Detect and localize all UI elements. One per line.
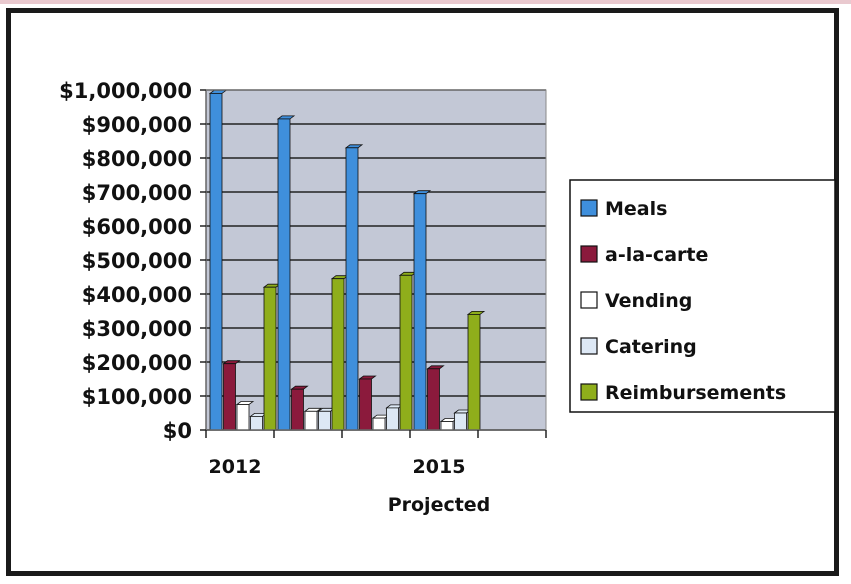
legend-entry: Reimbursements: [605, 382, 786, 404]
y-tick-label: $200,000: [82, 351, 192, 375]
bar-a-la-carte: [291, 388, 304, 431]
y-tick-label: $900,000: [82, 113, 192, 137]
x-tick-label: 2015: [413, 456, 466, 478]
legend-box: [569, 179, 836, 413]
bar-a-la-carte: [223, 363, 236, 431]
bar-reimbursements: [331, 278, 345, 431]
legend-entry: Meals: [605, 198, 667, 220]
x-axis-ticks: 2012 2015: [209, 456, 466, 478]
legend-entry: a-la-carte: [605, 244, 708, 266]
bar-meals: [209, 93, 223, 431]
y-tick-label: $100,000: [82, 385, 192, 409]
legend-swatch: [580, 245, 598, 263]
bar-catering: [250, 415, 263, 431]
y-tick-label: $400,000: [82, 283, 192, 307]
bar-reimbursements: [467, 313, 481, 431]
legend-entry: Catering: [605, 336, 697, 358]
y-tick-label: $800,000: [82, 147, 192, 171]
bar-vending: [372, 417, 386, 431]
y-tick-label: $600,000: [82, 215, 192, 239]
top-accent-strip: [0, 0, 851, 4]
y-tick-label: $500,000: [82, 249, 192, 273]
bar-meals: [345, 147, 359, 431]
legend-entry: Vending: [605, 290, 692, 312]
axes: [200, 89, 547, 438]
legend-swatch: [580, 291, 598, 309]
legend-swatch: [580, 337, 598, 355]
bar-reimbursements: [263, 286, 277, 431]
y-axis-ticks: $0 $100,000 $200,000 $300,000 $400,000 $500,0…: [59, 79, 192, 443]
legend-swatch: [580, 383, 598, 401]
y-tick-label: $300,000: [82, 317, 192, 341]
bar-series: [208, 90, 486, 431]
y-tick-label: $1,000,000: [59, 79, 192, 103]
legend-swatch: [580, 199, 598, 217]
bar-a-la-carte: [427, 368, 440, 431]
bar-catering: [454, 412, 467, 431]
bar-meals: [413, 193, 427, 431]
x-tick-label: 2012: [209, 456, 262, 478]
bar-meals: [277, 118, 291, 431]
legend: Meals a-la-carte Vending Catering Reimbursem…: [569, 179, 836, 413]
bar-reimbursements: [399, 274, 413, 431]
bar-catering: [386, 407, 399, 431]
bar-vending: [440, 421, 454, 431]
x-axis-label: Projected: [388, 494, 491, 516]
y-tick-label: $700,000: [82, 181, 192, 205]
bar-a-la-carte: [359, 378, 372, 431]
y-tick-label: $0: [163, 419, 192, 443]
bar-vending: [304, 410, 318, 431]
bar-vending: [236, 404, 250, 431]
bar-catering: [318, 410, 331, 431]
